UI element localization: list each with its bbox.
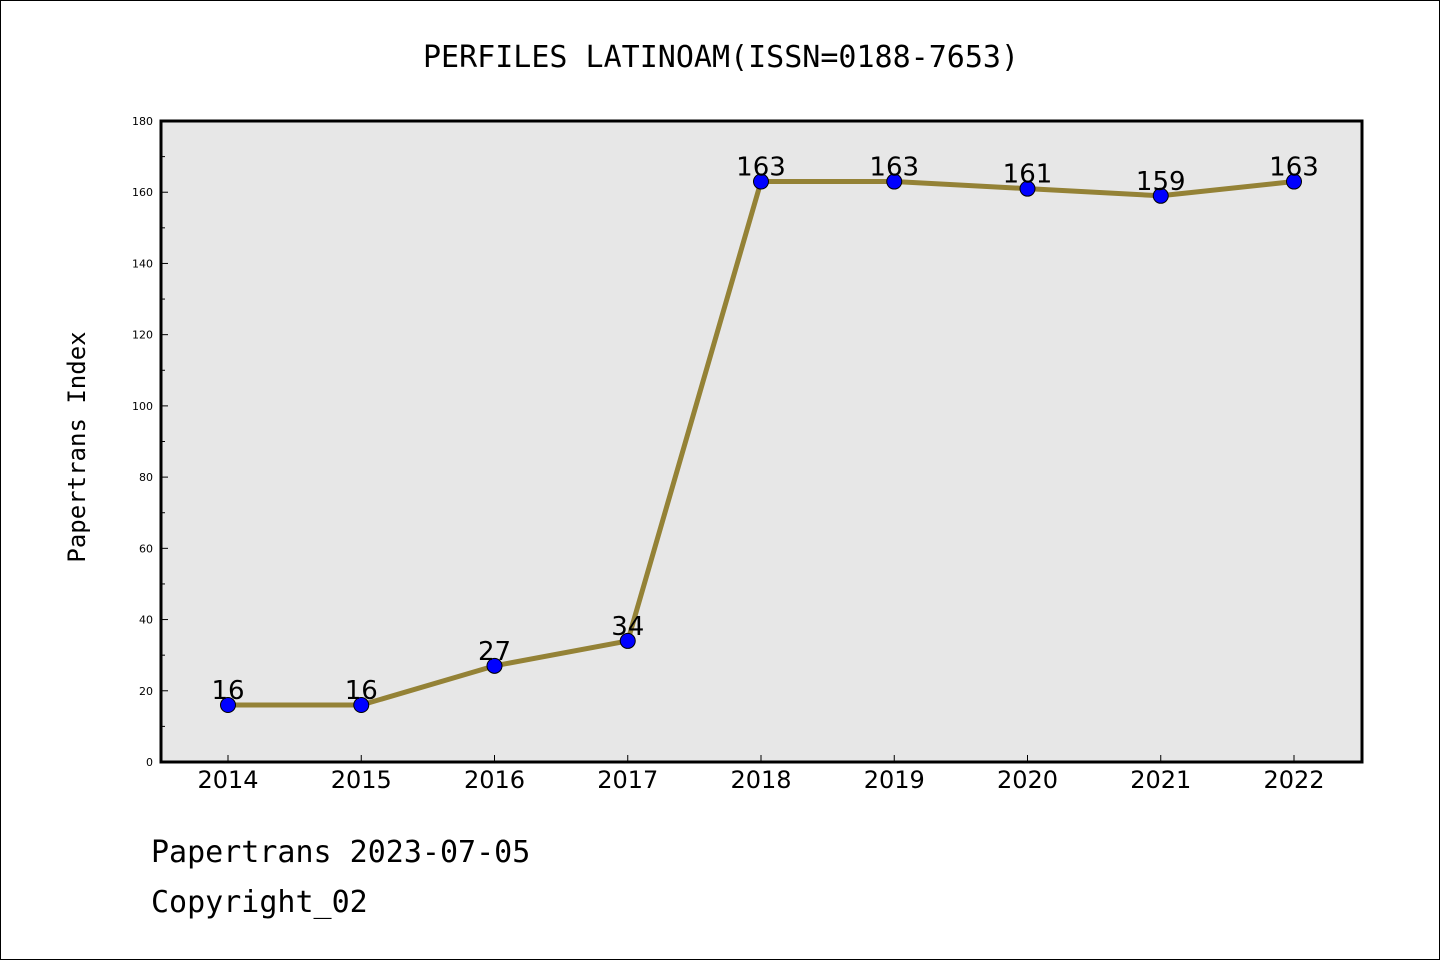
- data-label: 16: [211, 676, 244, 706]
- y-tick-label: 60: [139, 542, 153, 555]
- data-point: [353, 697, 370, 714]
- y-tick-label: 140: [132, 257, 153, 270]
- data-label: 163: [869, 153, 919, 183]
- labels-layer: 16 16 27 34 163 163 161 159 163: [211, 153, 1318, 706]
- footer-date: Papertrans 2023-07-05: [151, 835, 531, 870]
- y-tick-label: 180: [132, 115, 153, 128]
- y-tick-label: 0: [146, 756, 153, 769]
- x-tick-label: 2017: [597, 766, 658, 794]
- data-point: [1286, 173, 1302, 190]
- data-point: [886, 173, 903, 190]
- data-label: 16: [345, 676, 378, 706]
- x-tick-label: 2014: [197, 766, 258, 794]
- x-tick-label: 2020: [997, 766, 1058, 794]
- data-point: [220, 697, 236, 714]
- data-point: [1152, 187, 1169, 204]
- y-tick-label: 80: [139, 471, 153, 484]
- plot-area: [161, 121, 1362, 762]
- data-point: [753, 173, 769, 190]
- data-label: 163: [736, 153, 786, 183]
- x-tick-label: 2018: [730, 766, 791, 794]
- y-tick-label: 160: [132, 186, 153, 199]
- data-label: 34: [611, 612, 644, 642]
- x-tick-label: 2021: [1130, 766, 1191, 794]
- x-tick-label: 2019: [864, 766, 925, 794]
- footer-copyright: Copyright_02: [151, 885, 368, 920]
- x-tick-label: 2022: [1263, 766, 1324, 794]
- plot-border: [159, 119, 1364, 764]
- data-point: [1019, 180, 1036, 197]
- axes-layer: 0 20 40 60 80 100 120 140 160 180 2014 2015 2016 2017…: [132, 115, 1325, 794]
- data-label: 27: [478, 637, 511, 667]
- y-axis-label: Papertrans Index: [63, 331, 91, 562]
- y-tick-label: 40: [139, 614, 153, 627]
- data-label: 163: [1269, 153, 1319, 183]
- data-point: [486, 657, 503, 674]
- y-tick-label: 120: [132, 329, 153, 342]
- data-label: 161: [1003, 160, 1053, 190]
- data-label: 159: [1136, 167, 1186, 197]
- series-layer: [220, 173, 1302, 714]
- x-tick-label: 2016: [464, 766, 525, 794]
- x-tick-label: 2015: [331, 766, 392, 794]
- y-tick-label: 100: [132, 400, 153, 413]
- y-tick-label: 20: [139, 685, 153, 698]
- data-point: [619, 632, 636, 649]
- chart-title: PERFILES LATINOAM(ISSN=0188-7653): [423, 40, 1019, 75]
